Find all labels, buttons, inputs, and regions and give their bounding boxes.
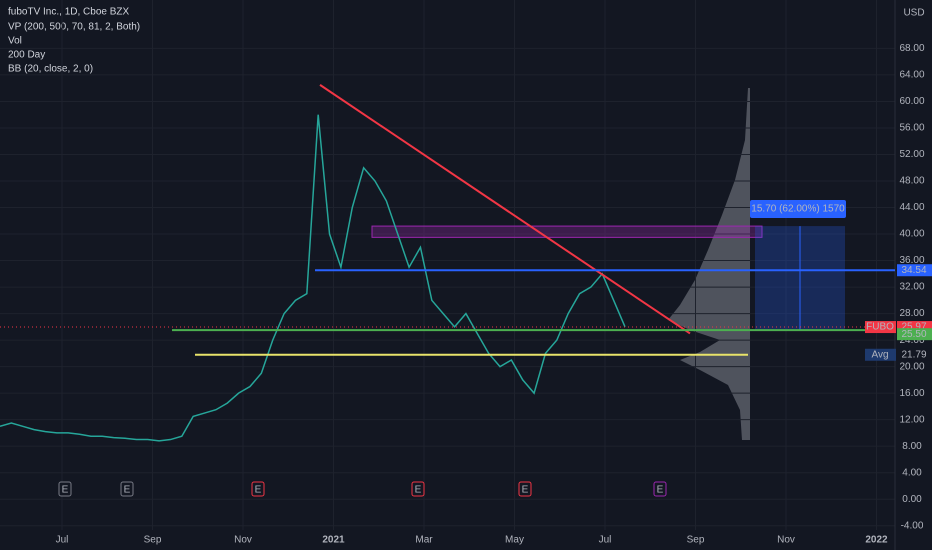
- trendline: [319, 84, 691, 335]
- x-tick-label: 2022: [865, 535, 888, 546]
- price-tag-name-label: Avg: [871, 349, 888, 360]
- y-tick-label: 44.00: [899, 202, 924, 213]
- earnings-label: E: [415, 485, 422, 496]
- earnings-marker: [411, 481, 425, 497]
- earnings-label: E: [657, 485, 664, 496]
- y-tick-label: 40.00: [899, 229, 924, 240]
- price-tag-label: 25.97: [901, 322, 926, 333]
- earnings-label: E: [255, 485, 262, 496]
- indicator: 200 Day: [8, 50, 45, 61]
- y-tick-label: 56.00: [899, 123, 924, 134]
- price-line: [0, 114, 626, 442]
- price-tag: [897, 264, 932, 277]
- x-tick-label: Mar: [415, 535, 433, 546]
- earnings-marker: [251, 481, 265, 497]
- earnings-marker: [518, 481, 532, 497]
- symbol-title: fuboTV Inc., 1D, Cboe BZX: [8, 7, 129, 18]
- earnings-marker: [653, 481, 667, 497]
- volume-profile: [668, 88, 750, 440]
- price-tag-name: [865, 321, 896, 334]
- x-tick-label: Jul: [599, 535, 612, 546]
- indicator: BB (20, close, 2, 0): [8, 64, 93, 75]
- x-tick-label: Sep: [144, 535, 162, 546]
- measure-tag: [750, 200, 846, 218]
- earnings-label: E: [124, 485, 131, 496]
- y-tick-label: 32.00: [899, 282, 924, 293]
- earnings-marker: [120, 481, 134, 497]
- indicator: Vol: [8, 36, 22, 47]
- x-tick-label: Nov: [234, 535, 252, 546]
- y-tick-label: 48.00: [899, 176, 924, 187]
- y-tick-label: 20.00: [899, 361, 924, 372]
- indicator: VP (200, 500, 70, 81, 2, Both): [8, 22, 140, 33]
- y-tick-label: 28.00: [899, 308, 924, 319]
- price-tag-name: [865, 348, 896, 361]
- x-tick-label: Sep: [687, 535, 705, 546]
- x-tick-label: Jul: [56, 535, 69, 546]
- y-tick-label: 36.00: [899, 255, 924, 266]
- x-tick-label: May: [505, 535, 524, 546]
- zone: [371, 225, 763, 238]
- earnings-marker: [58, 481, 72, 497]
- y-tick-label: 12.00: [899, 414, 924, 425]
- y-tick-label: 68.00: [899, 43, 924, 54]
- price-tag-label: 25.50: [901, 329, 926, 340]
- price-tag-label: 34.54: [901, 265, 926, 276]
- earnings-label: E: [62, 485, 69, 496]
- y-tick-label: 8.00: [902, 441, 922, 452]
- price-tag: [897, 328, 932, 341]
- y-tick-label: 60.00: [899, 96, 924, 107]
- measure-label: 15.70 (62.00%) 1570: [751, 204, 845, 215]
- price-tag-name-label: FUBO: [866, 322, 894, 333]
- y-tick-label: -4.00: [901, 520, 924, 531]
- earnings-label: E: [522, 485, 529, 496]
- currency: USD: [903, 8, 924, 19]
- price-tag: [897, 348, 932, 361]
- y-tick-label: 52.00: [899, 149, 924, 160]
- y-tick-label: 24.00: [899, 335, 924, 346]
- x-tick-label: 2021: [322, 535, 345, 546]
- y-tick-label: 64.00: [899, 70, 924, 81]
- price-tag-label: 21.79: [901, 349, 926, 360]
- y-tick-label: 4.00: [902, 467, 922, 478]
- x-tick-label: Nov: [777, 535, 795, 546]
- y-tick-label: 16.00: [899, 388, 924, 399]
- y-tick-label: 0.00: [902, 494, 922, 505]
